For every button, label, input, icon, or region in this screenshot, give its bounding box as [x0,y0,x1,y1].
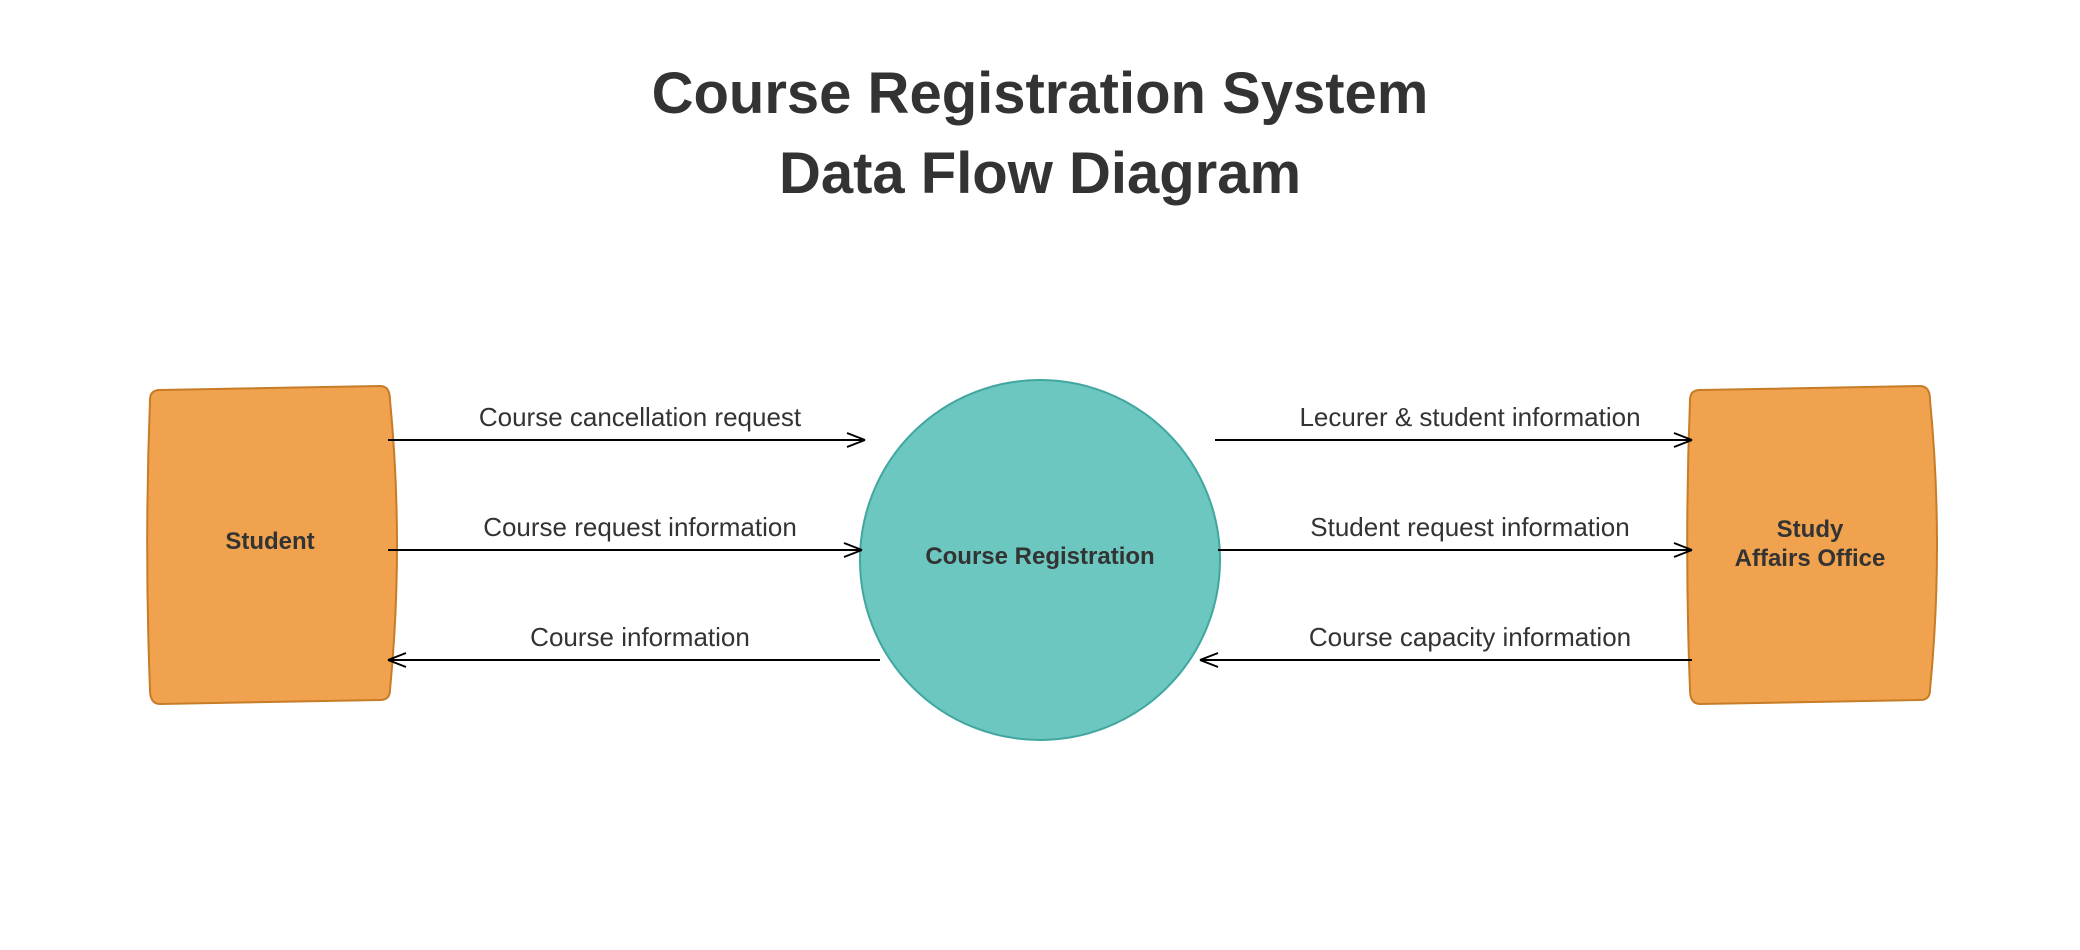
diagram-svg [0,0,2080,950]
diagram-canvas: Course Registration System Data Flow Dia… [0,0,2080,950]
